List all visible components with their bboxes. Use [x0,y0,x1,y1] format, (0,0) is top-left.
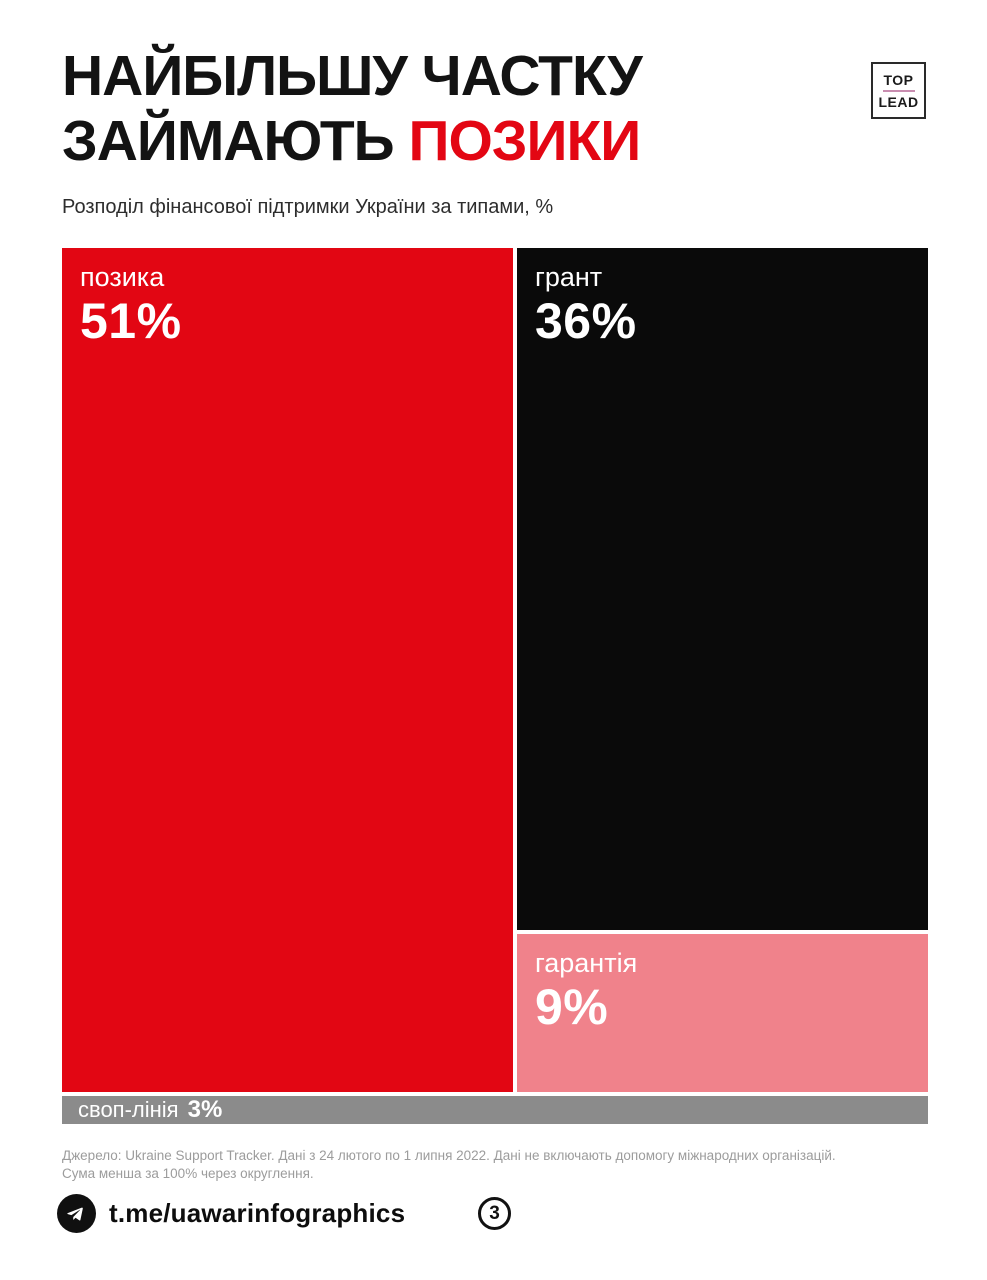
page-number-badge: 3 [478,1197,511,1230]
treemap-block-loan: позика 51% [62,248,513,1092]
block-grant-labels: грант 36% [517,248,928,360]
toplead-logo: TOP LEAD [871,62,926,119]
title-line2-red: ПОЗИКИ [408,109,641,173]
block-guarantee-labels: гарантія 9% [517,934,928,1046]
block-grant-label: грант [535,262,603,292]
footnote-line1: Джерело: Ukraine Support Tracker. Дані з… [62,1148,836,1163]
logo-word-bottom: LEAD [878,93,919,110]
block-guarantee-label: гарантія [535,948,638,978]
treemap-chart: позика 51% грант 36% гарантія 9% своп-лі… [62,248,928,1124]
page-number: 3 [489,1202,500,1224]
telegram-link[interactable]: t.me/uawarinfographics [57,1194,405,1233]
logo-divider [882,89,915,92]
block-loan-value: 51% [80,293,182,349]
title-line1: НАЙБІЛЬШУ ЧАСТКУ [62,44,643,108]
block-guarantee-value: 9% [535,979,609,1035]
block-swapline-label: своп-лінія [78,1097,179,1122]
logo-word-top: TOP [883,71,914,88]
footnote-line2: Сума менша за 100% через округлення. [62,1166,314,1181]
telegram-handle: t.me/uawarinfographics [109,1198,406,1228]
block-swapline-value: 3% [187,1096,223,1123]
page-title: НАЙБІЛЬШУ ЧАСТКУ ЗАЙМАЮТЬ ПОЗИКИ [62,44,643,174]
block-grant-value: 36% [535,293,637,349]
block-loan-labels: позика 51% [62,248,513,360]
title-line2-black: ЗАЙМАЮТЬ [62,109,409,173]
chart-subtitle: Розподіл фінансової підтримки України за… [62,196,554,218]
treemap-block-guarantee: гарантія 9% [517,934,928,1092]
treemap-block-swapline: своп-лінія 3% [62,1096,928,1124]
telegram-icon [57,1194,96,1233]
source-footnote: Джерело: Ukraine Support Tracker. Дані з… [62,1147,836,1183]
block-loan-label: позика [80,262,165,292]
treemap-block-grant: грант 36% [517,248,928,930]
